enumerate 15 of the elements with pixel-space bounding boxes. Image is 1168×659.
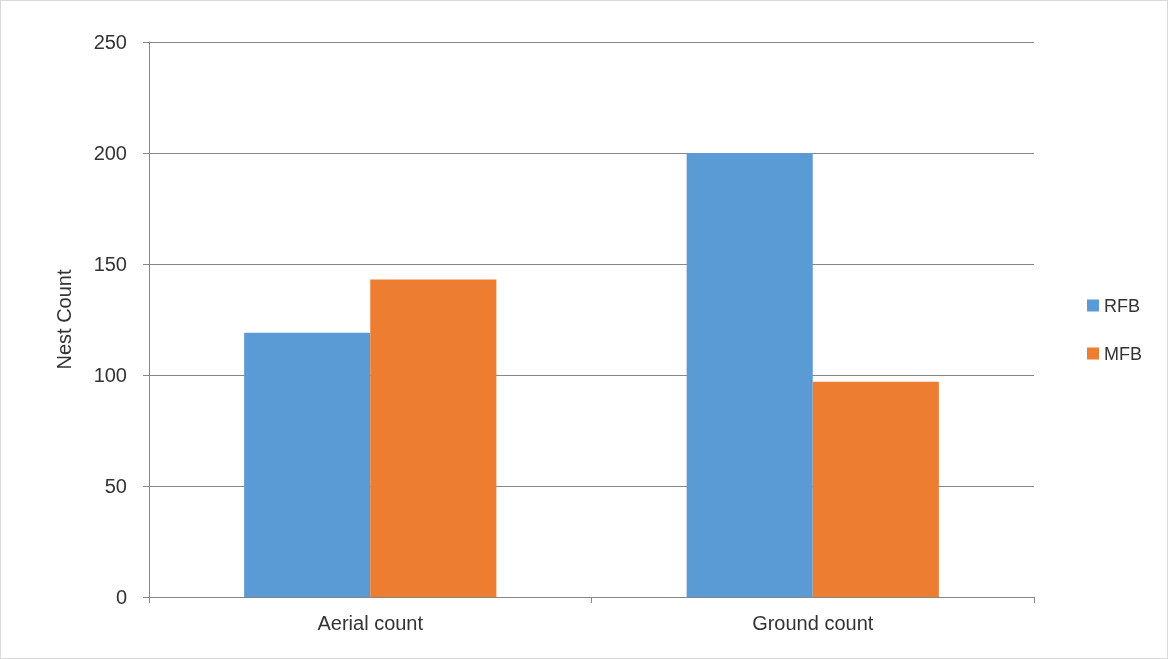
y-tick-label: 50: [104, 475, 127, 497]
x-tick-label: Aerial count: [317, 612, 424, 634]
y-tick-label: 0: [115, 586, 127, 608]
bar: [812, 381, 939, 597]
bar: [370, 279, 497, 597]
y-tick-label: 150: [93, 253, 127, 275]
legend-label: MFB: [1104, 343, 1142, 364]
y-tick-label: 200: [93, 142, 127, 164]
y-axis-title: Nest Count: [53, 269, 75, 370]
bar: [686, 153, 813, 597]
legend-label: RFB: [1104, 295, 1140, 316]
x-tick-label: Ground count: [752, 612, 874, 634]
bar: [244, 332, 371, 597]
y-tick-label: 250: [93, 31, 127, 53]
y-tick-label: 100: [93, 364, 127, 386]
